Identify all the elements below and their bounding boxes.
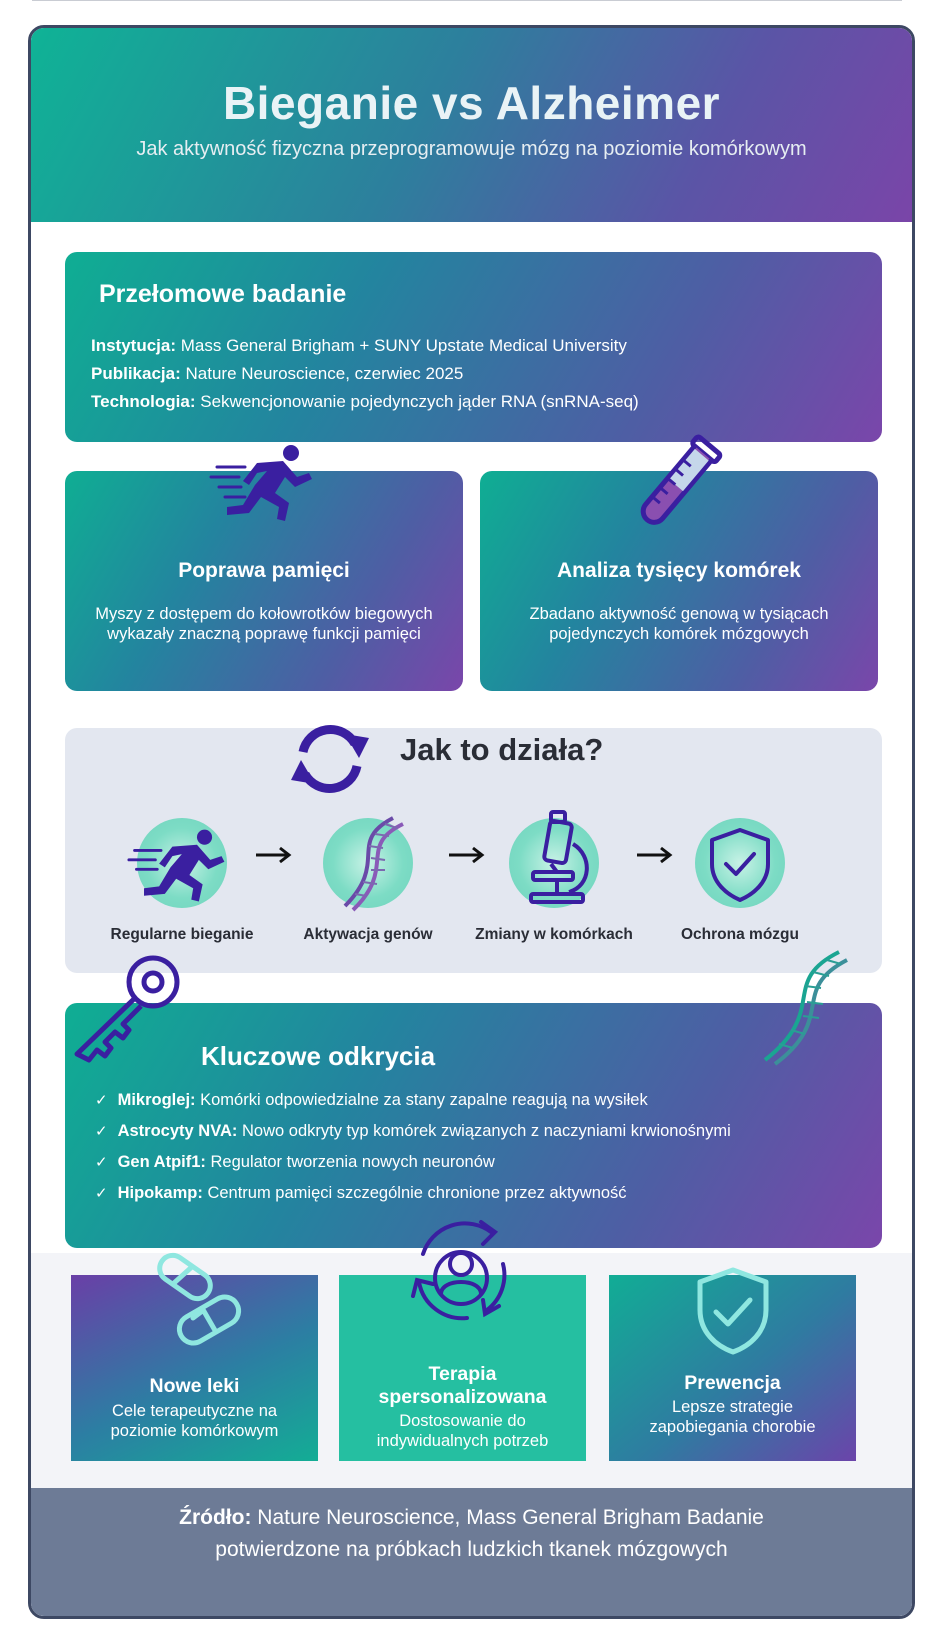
- shield-check-icon: [697, 1267, 769, 1355]
- how-it-works-panel: Jak to działa?: [65, 724, 882, 973]
- finding-label: Mikroglej:: [117, 1091, 196, 1109]
- top-divider: [32, 0, 902, 1]
- study-row-label: Publikacja:: [91, 364, 181, 383]
- box-title-line: spersonalizowana: [378, 1386, 547, 1408]
- runner-icon: [209, 445, 312, 521]
- step-label: Zmiany w komórkach: [475, 926, 633, 943]
- source-label: Źródło:: [179, 1506, 252, 1529]
- refresh-cycle-icon: [291, 724, 369, 794]
- dna-icon: [763, 950, 848, 1066]
- page-title: Bieganie vs Alzheimer: [222, 77, 721, 129]
- finding-item: ✓ Hipokamp: Centrum pamięci szczególnie …: [95, 1184, 627, 1203]
- box-title-line: Terapia: [428, 1363, 497, 1385]
- study-row-value: Sekwencjonowanie pojedynczych jąder RNA …: [200, 392, 639, 411]
- study-row-value: Nature Neuroscience, czerwiec 2025: [185, 364, 464, 383]
- box-text-line: Cele terapeutyczne na: [111, 1402, 278, 1420]
- study-title: Przełomowe badanie: [99, 280, 347, 308]
- arrow-right-icon: [449, 846, 485, 864]
- finding-item: ✓ Mikroglej: Komórki odpowiedzialne za s…: [95, 1091, 648, 1110]
- feature-title: Analiza tysięcy komórek: [557, 559, 801, 582]
- box-new-drugs: Nowe leki Cele terapeutyczne na poziomie…: [71, 1275, 318, 1461]
- study-card: Przełomowe badanie Instytucja: Mass Gene…: [65, 252, 882, 442]
- page-subtitle: Jak aktywność fizyczna przeprogramowuje …: [136, 138, 807, 160]
- feature-text: Zbadano aktywność genową w tysiącach poj…: [529, 605, 829, 643]
- source-line-2: potwierdzone na próbkach ludzkich tkanek…: [215, 1538, 728, 1561]
- arrow-right-icon: [256, 846, 292, 864]
- key-icon: [74, 955, 180, 1063]
- check-icon: ✓: [95, 1185, 108, 1202]
- check-icon: ✓: [95, 1154, 108, 1171]
- box-text-line: Dostosowanie do: [399, 1412, 526, 1430]
- box-prevention: Prewencja Lepsze strategie zapobiegania …: [609, 1275, 856, 1461]
- box-title: Nowe leki: [149, 1375, 240, 1397]
- finding-item: ✓ Astrocyty NVA: Nowo odkryty typ komóre…: [95, 1122, 731, 1141]
- step-label: Ochrona mózgu: [681, 926, 799, 943]
- infographic-frame: Bieganie vs Alzheimer Jak aktywność fizy…: [28, 25, 915, 1619]
- study-row-publication: Publikacja: Nature Neuroscience, czerwie…: [91, 364, 463, 384]
- runner-icon: [127, 829, 225, 902]
- check-icon: ✓: [95, 1123, 108, 1140]
- shield-check-icon: [710, 828, 770, 902]
- check-icon: ✓: [95, 1092, 108, 1109]
- study-row-label: Technologia:: [91, 392, 196, 411]
- capsules-icon: [157, 1252, 242, 1346]
- feature-card-memory: Poprawa pamięci Myszy z dostępem do koło…: [65, 471, 463, 691]
- study-row-label: Instytucja:: [91, 336, 177, 355]
- study-row-institution: Instytucja: Mass General Brigham + SUNY …: [91, 336, 627, 356]
- finding-value: Nowo odkryty typ komórek związanych z na…: [242, 1122, 731, 1140]
- dna-icon: [343, 816, 404, 912]
- test-tube-icon: [640, 434, 723, 525]
- microscope-icon: [529, 810, 589, 904]
- finding-label: Astrocyty NVA:: [117, 1122, 238, 1140]
- feature-text: Myszy z dostępem do kołowrotków biegowyc…: [95, 605, 433, 643]
- header-banner: Bieganie vs Alzheimer Jak aktywność fizy…: [31, 28, 912, 222]
- how-it-works-title: Jak to działa?: [400, 732, 604, 767]
- finding-value: Centrum pamięci szczególnie chronione pr…: [207, 1184, 627, 1202]
- box-text-line: Lepsze strategie: [671, 1398, 794, 1416]
- finding-value: Regulator tworzenia nowych neuronów: [210, 1153, 495, 1171]
- step-label: Regularne bieganie: [110, 926, 254, 943]
- source-text: Nature Neuroscience, Mass General Brigha…: [257, 1506, 764, 1529]
- arrow-right-icon: [637, 846, 673, 864]
- source-line-1: Źródło: Nature Neuroscience, Mass Genera…: [31, 1506, 912, 1530]
- box-personalized-therapy: Terapia spersonalizowana Dostosowanie do…: [339, 1275, 586, 1461]
- feature-title: Poprawa pamięci: [178, 559, 350, 582]
- box-text-line: zapobiegania chorobie: [649, 1418, 816, 1436]
- feature-card-cells: Analiza tysięcy komórek Zbadano aktywnoś…: [480, 471, 878, 691]
- finding-label: Hipokamp:: [117, 1184, 203, 1202]
- study-row-value: Mass General Brigham + SUNY Upstate Medi…: [180, 336, 627, 355]
- study-row-technology: Technologia: Sekwencjonowanie pojedynczy…: [91, 392, 639, 412]
- key-findings-title: Kluczowe odkrycia: [201, 1041, 436, 1071]
- key-findings-card: Kluczowe odkrycia ✓ Mikroglej: Komórki o…: [65, 1003, 882, 1248]
- finding-value: Komórki odpowiedzialne za stany zapalne …: [200, 1091, 648, 1109]
- finding-label: Gen Atpif1:: [117, 1153, 206, 1171]
- box-text-line: indywidualnych potrzeb: [376, 1432, 549, 1450]
- person-cycle-icon: [411, 1220, 507, 1321]
- finding-item: ✓ Gen Atpif1: Regulator tworzenia nowych…: [95, 1153, 495, 1172]
- box-text-line: poziomie komórkowym: [110, 1422, 279, 1440]
- step-label: Aktywacja genów: [303, 926, 433, 943]
- source-footer: Źródło: Nature Neuroscience, Mass Genera…: [31, 1488, 912, 1616]
- box-title: Prewencja: [684, 1372, 781, 1394]
